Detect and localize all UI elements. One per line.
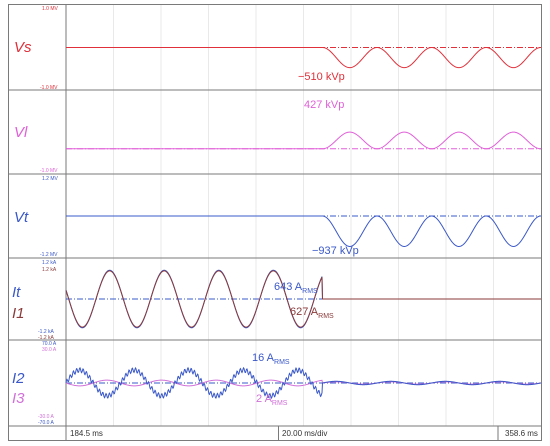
time-division-label: 20.00 ms/div xyxy=(282,429,327,438)
annotation-i3-sub: RMS xyxy=(272,400,288,407)
scale-bottom-i1: -1.2 kA xyxy=(38,335,55,341)
annotation-vl-peak: 427 kVp xyxy=(304,99,344,111)
annotation-vt-peak: −937 kVp xyxy=(312,245,359,257)
annotation-i1-sub: RMS xyxy=(318,313,334,320)
panel-i2-i3: 70.0 A 30.0 A I2 I3 -30.0 A -70.0 A 16 A… xyxy=(12,341,542,426)
scale-bottom-vs: -1.0 MV xyxy=(40,85,58,91)
annotation-i1-value: 627 A xyxy=(290,306,319,318)
scale-bottom-it: -1.2 kA xyxy=(38,329,55,335)
annotation-i3-value: 2 A xyxy=(256,393,273,405)
channel-label-vs: Vs xyxy=(14,39,32,56)
waveform-vt xyxy=(66,215,541,247)
channel-label-i2: I2 xyxy=(12,370,25,387)
scale-bottom-vt: -1.2 MV xyxy=(40,252,58,258)
time-axis-footer: 184.5 ms 20.00 ms/div 358.6 ms xyxy=(8,425,542,440)
scale-top-i1: 1.2 kA xyxy=(42,267,57,273)
channel-label-vt: Vt xyxy=(14,209,29,226)
waveform-i2 xyxy=(65,366,542,400)
scale-bottom-vl: -1.0 MV xyxy=(40,168,58,174)
annotation-i2-rms: 16 ARMS xyxy=(252,352,290,366)
scale-bottom-i3: -30.0 A xyxy=(38,414,55,420)
channel-label-i3: I3 xyxy=(12,390,25,407)
time-start-label: 184.5 ms xyxy=(70,429,103,438)
panel-dividers xyxy=(8,89,542,341)
scale-top-vs: 1.0 MV xyxy=(42,6,59,12)
annotation-it-sub: RMS xyxy=(302,288,318,295)
annotation-it-rms: 643 ARMS xyxy=(274,281,318,295)
scale-top-i2: 70.0 A xyxy=(42,341,57,347)
scale-bottom-i2: -70.0 A xyxy=(38,420,55,426)
annotation-i2-sub: RMS xyxy=(274,359,290,366)
channel-label-vl: Vl xyxy=(14,124,28,141)
scale-top-vt: 1.2 MV xyxy=(42,176,59,182)
panel-vl: Vl -1.0 MV 427 kVp xyxy=(14,99,541,174)
time-end-label: 358.6 ms xyxy=(505,429,538,438)
panel-vs: 1.0 MV Vs -1.0 MV −510 kVp xyxy=(14,6,541,91)
scale-top-i3: 30.0 A xyxy=(42,347,57,353)
annotation-vs-peak: −510 kVp xyxy=(298,71,345,83)
channel-label-it: It xyxy=(12,284,21,301)
annotation-i2-value: 16 A xyxy=(252,352,275,364)
chart-frame xyxy=(8,4,542,441)
annotation-i3-rms: 2 ARMS xyxy=(256,393,288,407)
annotation-it-value: 643 A xyxy=(274,281,303,293)
scale-top-it: 1.2 kA xyxy=(42,260,57,266)
panel-vt: 1.2 MV Vt -1.2 MV −937 kVp xyxy=(14,176,541,258)
channel-label-i1: I1 xyxy=(12,305,25,322)
waveform-vl xyxy=(66,131,541,150)
panel-it-i1: 1.2 kA 1.2 kA It I1 -1.2 kA -1.2 kA 643 … xyxy=(12,260,541,341)
waveform-vs xyxy=(66,46,541,69)
waveform-i1 xyxy=(65,270,541,328)
annotation-i1-rms: 627 ARMS xyxy=(290,306,334,320)
